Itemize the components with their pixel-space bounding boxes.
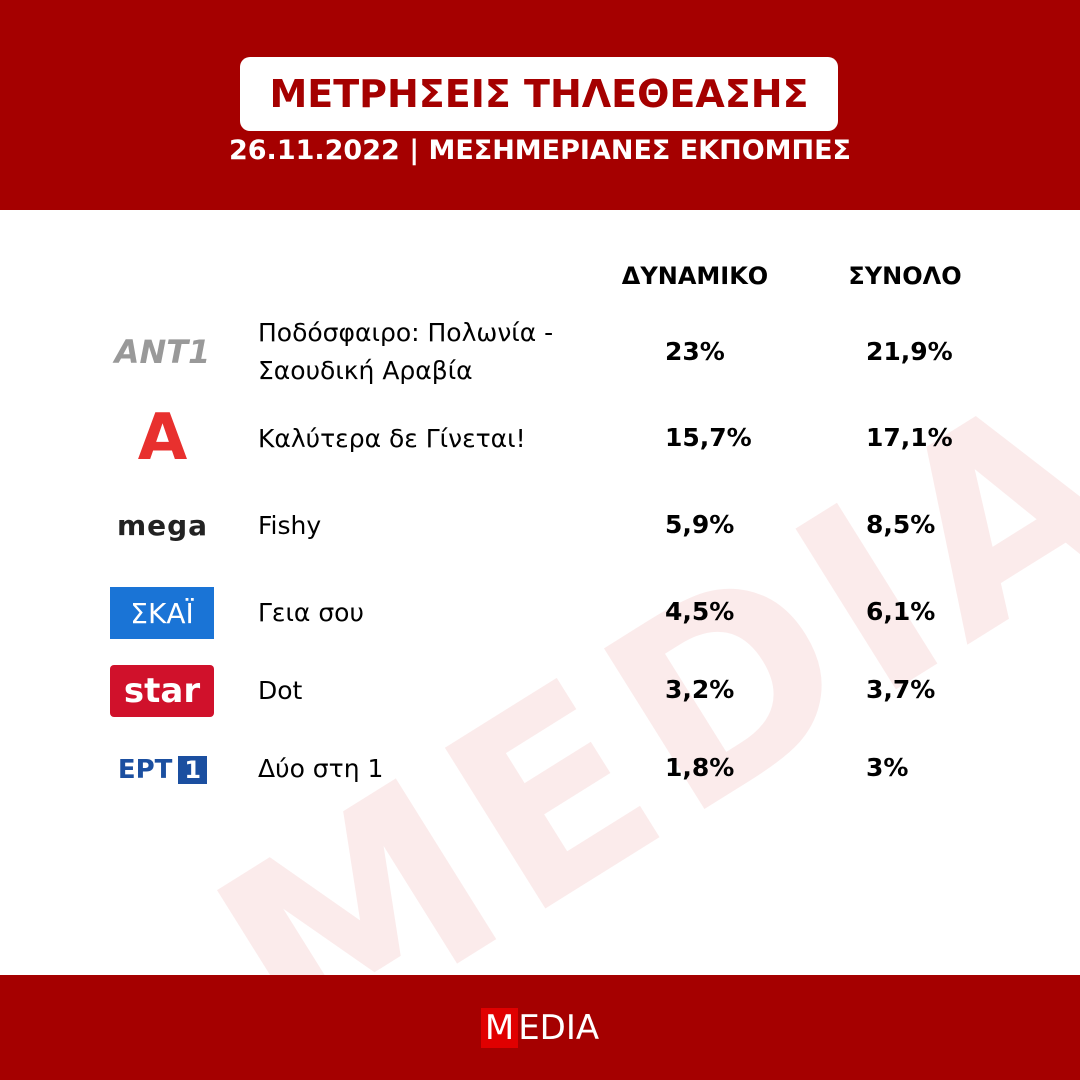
logo: mega (105, 497, 220, 553)
logo: ΕΡΤ 1 (105, 742, 220, 798)
dynamic: 1,8% (665, 753, 735, 782)
dynamic: 4,5% (665, 597, 735, 626)
dynamic: 5,9% (665, 510, 735, 539)
total: 6,1% (866, 597, 936, 626)
dynamic: 3,2% (665, 675, 735, 704)
total: 8,5% (866, 510, 936, 539)
total: 3% (866, 753, 909, 782)
show: Dot (258, 676, 303, 705)
logo: ANT1 (105, 324, 220, 380)
show: Fishy (258, 511, 322, 540)
total: 3,7% (866, 675, 936, 704)
logo-text: mega (116, 508, 209, 542)
total: 21,9% (866, 337, 953, 366)
total: 17,1% (866, 423, 953, 452)
dynamic: 23% (665, 337, 725, 366)
brand-rest: EDIA (518, 1007, 600, 1048)
logo-badge: 1 (178, 756, 208, 784)
show: Γεια σου (258, 598, 364, 627)
logo-text: star (123, 671, 201, 711)
show: Δύο στη 1 (258, 754, 384, 783)
logo: ΣΚΑΪ (110, 587, 214, 639)
show: Ποδόσφαιρο: Πολωνία - Σαουδική Αραβία (258, 318, 554, 385)
logo: star (110, 665, 214, 717)
logo-text: ANT1 (114, 333, 211, 371)
logo-text: ΣΚΑΪ (130, 596, 194, 630)
show: Καλύτερα δε Γίνεται! (258, 424, 526, 453)
logo: Α (105, 401, 220, 475)
logo-text: Α (137, 401, 188, 475)
column-header: ΣΥΝΟΛΟ (848, 262, 962, 290)
subtitle: 26.11.2022 | ΜΕΣΗΜΕΡΙΑΝΕΣ ΕΚΠΟΜΠΕΣ (228, 135, 851, 166)
column-header: ΔΥΝΑΜΙΚΟ (621, 262, 769, 290)
brand-initial: M (480, 1007, 519, 1048)
logo-text: ΕΡΤ (117, 755, 173, 785)
dynamic: 15,7% (665, 423, 752, 452)
title: ΜΕΤΡΗΣΕΙΣ ΤΗΛΕΘΕΑΣΗΣ (240, 57, 838, 131)
footer: M EDIA (0, 975, 1080, 1080)
